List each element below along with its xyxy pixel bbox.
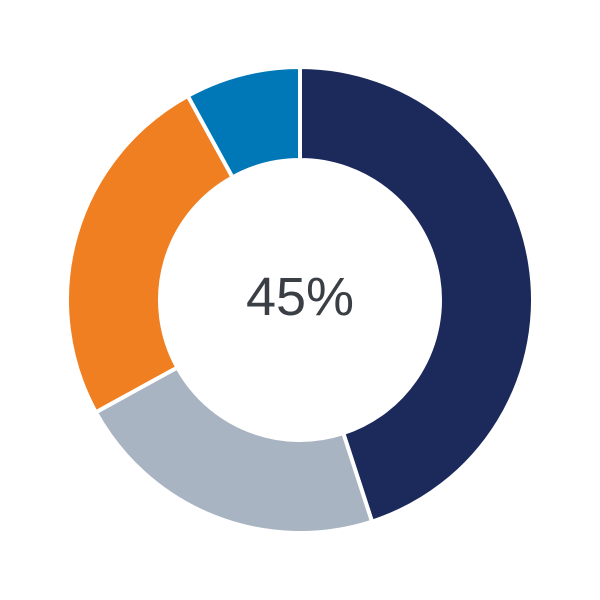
donut-slice-3 xyxy=(65,93,236,415)
donut-slice-4 xyxy=(185,64,302,181)
center-percentage-label: 45% xyxy=(245,267,355,327)
donut-slice-1 xyxy=(298,64,535,525)
donut-slice-2 xyxy=(93,364,375,535)
